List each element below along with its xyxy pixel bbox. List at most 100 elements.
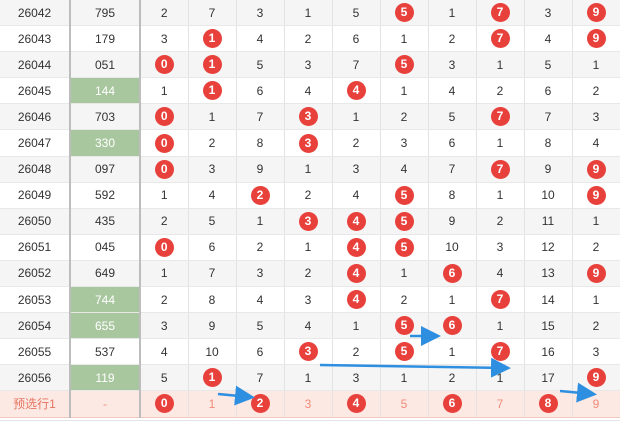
issue-number: 26042 (0, 0, 71, 27)
digit-cell-1: 2 (188, 129, 237, 157)
digit-cell-1: 1 (188, 390, 237, 418)
digit-cell-2: 1 (236, 208, 285, 235)
table-row: 26042 795 2 7 3 1 5 5 1 7 3 9 (0, 0, 620, 27)
hit-ball: 7 (490, 290, 510, 310)
digit-cell-9: 2 (572, 312, 620, 340)
digit-cell-6: 3 (428, 51, 477, 79)
hit-ball: 5 (394, 3, 414, 23)
digit-cell-2: 6 (236, 338, 285, 366)
digit-cell-4: 4 (332, 77, 381, 105)
hit-ball: 4 (346, 394, 366, 414)
digit-cell-2: 6 (236, 77, 285, 105)
digit-cell-0: 1 (140, 77, 189, 105)
digit-cell-4: 3 (332, 156, 381, 183)
hit-ball: 0 (154, 237, 174, 257)
digit-cell-7: 7 (476, 156, 525, 183)
digit-cell-4: 6 (332, 25, 381, 53)
table-row: 26052 649 1 7 3 2 4 1 6 4 13 9 (0, 259, 620, 288)
digit-cell-7: 7 (476, 390, 525, 418)
digit-cell-2: 4 (236, 286, 285, 314)
digit-cell-8: 9 (524, 156, 573, 183)
digit-cell-8: 8 (524, 390, 573, 418)
digit-cell-5: 2 (380, 286, 429, 314)
hit-ball: 2 (250, 394, 270, 414)
digit-cell-1: 1 (188, 51, 237, 79)
issue-number: 26054 (0, 312, 71, 340)
hit-ball: 3 (298, 342, 318, 362)
issue-number: 26056 (0, 364, 71, 392)
digit-cell-1: 1 (188, 364, 237, 392)
digit-cell-9: 4 (572, 129, 620, 157)
digit-cell-4: 4 (332, 259, 381, 288)
digit-cell-8: 15 (524, 312, 573, 340)
digit-cell-4: 1 (332, 103, 381, 131)
digit-cell-1: 6 (188, 234, 237, 261)
digit-cell-3: 4 (284, 77, 333, 105)
draw-code: 537 (70, 338, 141, 366)
hit-ball: 5 (394, 237, 414, 257)
issue-number: 26053 (0, 286, 71, 314)
digit-cell-1: 1 (188, 103, 237, 131)
table-row: 26054 655 3 9 5 4 1 5 6 1 15 2 (0, 312, 620, 340)
digit-cell-1: 8 (188, 286, 237, 314)
digit-cell-7: 7 (476, 25, 525, 53)
hit-ball: 1 (202, 29, 222, 49)
digit-cell-3: 2 (284, 259, 333, 288)
digit-cell-8: 6 (524, 77, 573, 105)
digit-cell-6: 4 (428, 77, 477, 105)
table-row: 26043 179 3 1 4 2 6 1 2 7 4 9 (0, 25, 620, 53)
digit-cell-4: 4 (332, 208, 381, 235)
draw-code: 179 (70, 25, 141, 53)
digit-cell-0: 5 (140, 364, 189, 392)
draw-code: 795 (70, 0, 141, 27)
digit-cell-0: 1 (140, 259, 189, 288)
digit-cell-0: 3 (140, 25, 189, 53)
digit-cell-8: 16 (524, 338, 573, 366)
digit-cell-3: 4 (284, 312, 333, 340)
digit-cell-8: 12 (524, 234, 573, 261)
digit-cell-1: 1 (188, 77, 237, 105)
table-row: 26053 744 2 8 4 3 4 2 1 7 14 1 (0, 286, 620, 314)
hit-ball: 9 (586, 159, 606, 179)
digit-cell-9: 9 (572, 259, 620, 288)
draw-code: - (70, 390, 141, 418)
digit-cell-4: 7 (332, 51, 381, 79)
digit-cell-3: 2 (284, 182, 333, 209)
digit-cell-2: 7 (236, 103, 285, 131)
digit-cell-1: 5 (188, 208, 237, 235)
digit-cell-0: 0 (140, 129, 189, 157)
issue-number: 26055 (0, 338, 71, 366)
issue-number: 26049 (0, 182, 71, 209)
hit-ball: 9 (586, 368, 606, 388)
digit-cell-8: 10 (524, 182, 573, 209)
issue-number: 26047 (0, 129, 71, 157)
hit-ball: 5 (394, 55, 414, 75)
digit-cell-9: 2 (572, 77, 620, 105)
digit-cell-6: 9 (428, 208, 477, 235)
digit-cell-0: 2 (140, 286, 189, 314)
issue-number: 26051 (0, 234, 71, 261)
digit-cell-4: 4 (332, 234, 381, 261)
digit-cell-8: 14 (524, 286, 573, 314)
digit-cell-8: 11 (524, 208, 573, 235)
digit-cell-4: 4 (332, 286, 381, 314)
hit-ball: 3 (298, 107, 318, 127)
digit-cell-0: 4 (140, 338, 189, 366)
hit-ball: 2 (250, 185, 270, 205)
hit-ball: 6 (442, 394, 462, 414)
draw-code: 703 (70, 103, 141, 131)
draw-code: 045 (70, 234, 141, 261)
digit-cell-3: 1 (284, 0, 333, 27)
digit-cell-3: 1 (284, 234, 333, 261)
hit-ball: 5 (394, 185, 414, 205)
digit-cell-1: 3 (188, 156, 237, 183)
digit-cell-4: 4 (332, 182, 381, 209)
digit-cell-7: 7 (476, 0, 525, 27)
digit-cell-1: 7 (188, 0, 237, 27)
digit-cell-7: 2 (476, 208, 525, 235)
digit-cell-3: 1 (284, 364, 333, 392)
draw-code: 435 (70, 208, 141, 235)
digit-cell-9: 2 (572, 234, 620, 261)
hit-ball: 0 (154, 133, 174, 153)
digit-cell-7: 4 (476, 259, 525, 288)
